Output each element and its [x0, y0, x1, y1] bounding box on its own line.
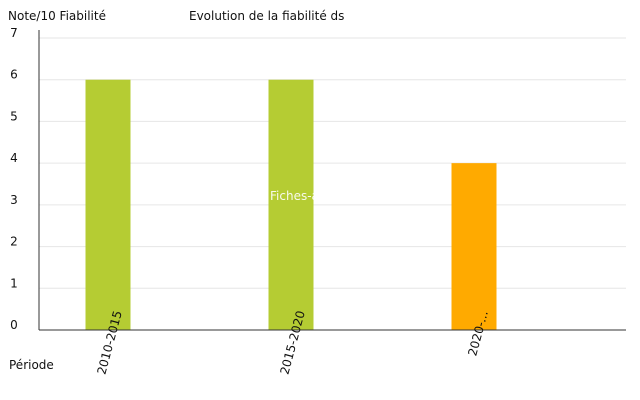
- y-tick-label: 6: [10, 68, 18, 82]
- y-tick-label: 4: [10, 151, 18, 165]
- y-axis-title: Note/10 Fiabilité: [8, 9, 106, 23]
- watermark: Fiches-auto.fr: [270, 189, 351, 203]
- y-tick-label: 0: [10, 318, 18, 332]
- x-axis-title: Période: [9, 358, 54, 372]
- y-tick-labels: 0 1 2 3 4 5 6 7: [10, 26, 18, 332]
- x-tick-labels: 2010-2015 2015-2020 2020-...: [94, 309, 490, 376]
- y-tick-label: 3: [10, 193, 18, 207]
- y-tick-label: 7: [10, 26, 18, 40]
- bar: [85, 79, 131, 330]
- chart-title: Evolution de la fiabilité ds: [189, 9, 344, 23]
- bar: [451, 163, 497, 330]
- y-tick-label: 1: [10, 276, 18, 290]
- axes: [38, 30, 626, 331]
- y-tick-label: 5: [10, 109, 18, 123]
- bar: [268, 79, 314, 330]
- grid-lines: [39, 37, 626, 289]
- bars: [85, 79, 497, 330]
- y-tick-label: 2: [10, 235, 18, 249]
